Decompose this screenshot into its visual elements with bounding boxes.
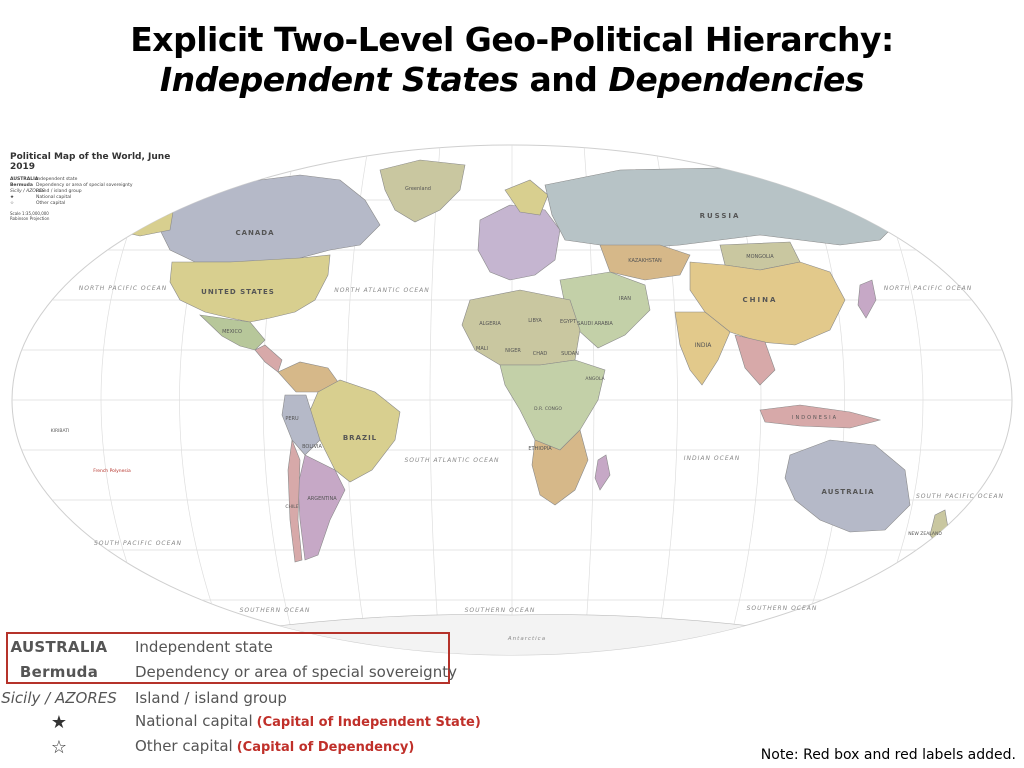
map-label-australia: AUSTRALIA xyxy=(822,488,875,496)
title-independent-states: Independent States xyxy=(159,60,519,99)
map-label-ethiopia: ANGOLA xyxy=(585,376,605,382)
legend-text-dependency: Dependency or area of special sovereignt… xyxy=(135,663,457,681)
inset-legend-row: AUSTRALIAIndependent state xyxy=(10,177,78,182)
inset-legend-row: ★ National capital xyxy=(10,195,72,200)
red-label-capital-dependency: (Capital of Dependency) xyxy=(236,740,415,755)
ocean-label-north-pacific-east: NORTH PACIFIC OCEAN xyxy=(884,285,972,292)
map-label-greenland: Greenland xyxy=(405,186,431,192)
footnote: Note: Red box and red labels added. xyxy=(760,747,1016,763)
legend-text-other-capital-wrap: Other capital (Capital of Dependency) xyxy=(135,737,414,755)
other-capital-star-outline-icon: ☆ xyxy=(50,737,68,758)
legend-text-island: Island / island group xyxy=(135,689,287,707)
map-label-mexico: MEXICO xyxy=(222,329,242,335)
ocean-label-indian: INDIAN OCEAN xyxy=(684,455,740,462)
central-america xyxy=(254,344,283,373)
ocean-labels: NORTH PACIFIC OCEAN NORTH PACIFIC OCEAN … xyxy=(79,285,1004,642)
map-label-algeria: ALGERIA xyxy=(479,321,501,327)
inset-legend-row: Bermuda Dependency or area of special sov… xyxy=(10,183,133,188)
map-label-french-polynesia: French Polynesia xyxy=(93,468,131,474)
map-label-chile: CHILE xyxy=(285,504,298,510)
map-scale-text: Scale 1:35,000,000 xyxy=(10,211,49,216)
map-inset-title: Political Map of the World, June 2019 xyxy=(10,152,171,172)
ocean-label-southern-west: SOUTHERN OCEAN xyxy=(240,607,311,614)
map-label-india: INDIA xyxy=(695,342,713,349)
ocean-label-south-pacific-west: SOUTH PACIFIC OCEAN xyxy=(94,540,182,547)
inset-legend-row: ☆ Other capital xyxy=(10,201,66,206)
map-label-mongolia: MONGOLIA xyxy=(746,254,774,260)
legend-key-australia: AUSTRALIA xyxy=(10,638,108,656)
map-inset-legend: Political Map of the World, June 2019 AU… xyxy=(10,152,190,221)
southeast-asia xyxy=(734,334,776,386)
map-label-bolivia: BOLIVIA xyxy=(302,444,322,450)
japan xyxy=(857,279,877,319)
indonesia xyxy=(759,404,882,429)
map-label-peru: PERU xyxy=(285,416,299,422)
inset-legend-row: Sicily / AZORESIsland / island group xyxy=(10,189,82,194)
map-label-new-zealand: NEW ZEALAND xyxy=(908,531,942,537)
ocean-label-south-atlantic: SOUTH ATLANTIC OCEAN xyxy=(404,457,499,464)
title-line-2: Independent States and Dependencies xyxy=(0,60,1024,100)
map-label-egypt: EGYPT xyxy=(560,319,577,325)
slide-title: Explicit Two-Level Geo-Political Hierarc… xyxy=(0,20,1024,100)
highlight-red-box xyxy=(6,632,450,684)
russia xyxy=(544,167,906,249)
greenland xyxy=(379,159,466,223)
legend-text-independent-state: Independent state xyxy=(135,638,273,656)
map-projection-text: Robinson Projection xyxy=(10,216,50,221)
legend-text-national-capital: National capital xyxy=(135,712,253,730)
ocean-label-north-atlantic: NORTH ATLANTIC OCEAN xyxy=(334,287,430,294)
ocean-label-south-pacific-east: SOUTH PACIFIC OCEAN xyxy=(916,493,1004,500)
title-dependencies: Dependencies xyxy=(608,60,865,99)
map-label-antarctica: Antarctica xyxy=(507,636,546,642)
ocean-label-southern-east: SOUTHERN OCEAN xyxy=(747,605,818,612)
map-label-russia: RUSSIA xyxy=(700,212,741,220)
legend-text-other-capital: Other capital xyxy=(135,737,233,755)
southern-africa xyxy=(531,429,589,506)
map-label-brazil: BRAZIL xyxy=(343,434,377,442)
map-label-kiribati: KIRIBATI xyxy=(51,428,70,434)
map-label-argentina: ARGENTINA xyxy=(307,496,337,502)
map-label-indonesia: INDONESIA xyxy=(792,415,838,421)
map-label-angola: ETHIOPIA xyxy=(528,446,552,452)
map-label-libya: LIBYA xyxy=(528,318,542,324)
map-label-china: CHINA xyxy=(743,296,778,304)
scandinavia xyxy=(504,179,549,216)
red-label-capital-independent-state: (Capital of Independent State) xyxy=(256,715,481,730)
legend-key-sicily-azores: Sicily / AZORES xyxy=(1,689,117,707)
map-label-united-states: UNITED STATES xyxy=(201,288,275,296)
legend-text-national-capital-wrap: National capital (Capital of Independent … xyxy=(135,712,481,730)
map-labels: Greenland CANADA UNITED STATES MEXICO RU… xyxy=(51,186,943,537)
ocean-label-north-pacific-west: NORTH PACIFIC OCEAN xyxy=(79,285,167,292)
map-label-kazakhstan: KAZAKHSTAN xyxy=(628,258,662,264)
australia xyxy=(784,439,911,533)
map-label-saudi-arabia: SAUDI ARABIA xyxy=(577,321,613,327)
map-label-dr-congo: D.R. CONGO xyxy=(534,406,562,412)
madagascar xyxy=(594,454,611,491)
india xyxy=(674,311,731,386)
title-line-1: Explicit Two-Level Geo-Political Hierarc… xyxy=(130,20,894,59)
title-and: and xyxy=(518,60,609,99)
ocean-label-southern-mid: SOUTHERN OCEAN xyxy=(465,607,536,614)
world-political-map: Greenland CANADA UNITED STATES MEXICO RU… xyxy=(11,144,1013,656)
national-capital-star-icon: ★ xyxy=(50,712,68,733)
legend-key-bermuda: Bermuda xyxy=(19,663,99,681)
map-label-sudan: SUDAN xyxy=(561,351,579,357)
map-label-mali: MALI xyxy=(476,346,488,352)
united-states xyxy=(169,254,331,323)
map-label-chad: CHAD xyxy=(533,351,548,357)
canada xyxy=(159,174,381,263)
map-label-niger: NIGER xyxy=(505,348,521,354)
chile xyxy=(287,438,303,563)
map-label-iran: IRAN xyxy=(619,296,631,302)
map-label-canada: CANADA xyxy=(235,229,274,237)
